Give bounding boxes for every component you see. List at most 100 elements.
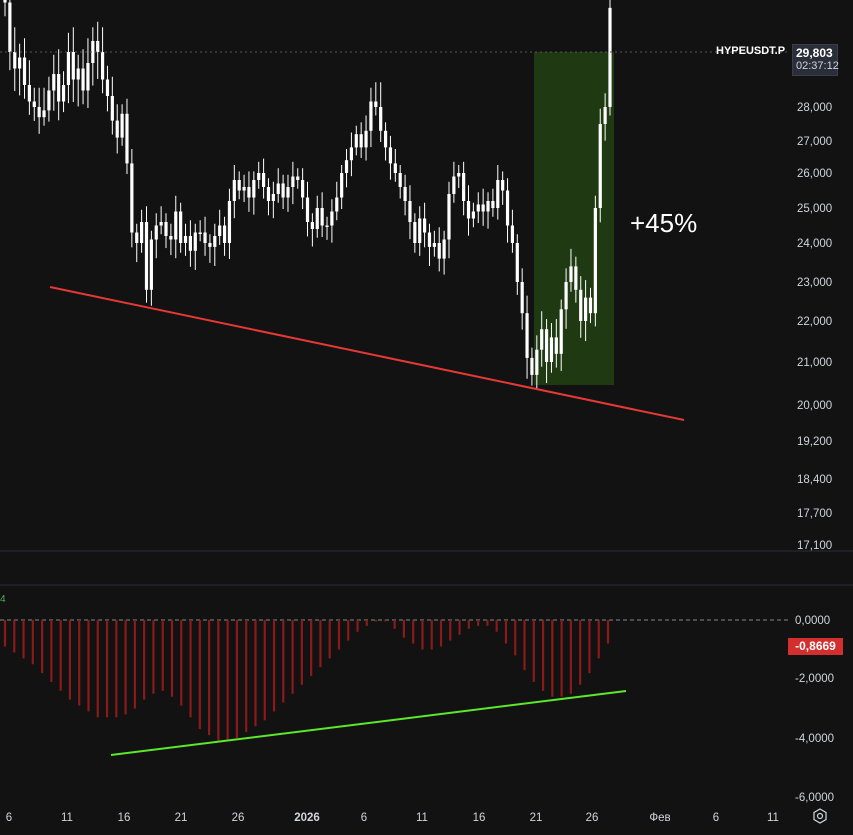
candle-body — [413, 222, 417, 243]
gear-icon[interactable] — [812, 808, 828, 824]
price-tick-label: 19,200 — [797, 436, 832, 448]
gain-annotation: +45% — [630, 208, 698, 238]
oscillator-indicator-fragment: 4 — [0, 594, 6, 605]
candle-body — [296, 176, 300, 180]
candle-body — [476, 204, 480, 212]
price-tick-label: 23,000 — [797, 277, 832, 289]
histogram-bar — [421, 620, 424, 650]
candle-body — [544, 329, 549, 362]
histogram-bar — [217, 620, 220, 741]
candle-body — [437, 243, 441, 259]
time-tick-label: 6 — [361, 812, 367, 824]
histogram-bar — [170, 620, 174, 697]
candle-body — [174, 211, 178, 240]
histogram-bar — [3, 620, 7, 647]
histogram-bar — [272, 620, 276, 712]
candle-body — [125, 113, 129, 164]
histogram-bar — [523, 620, 526, 671]
histogram-bar — [87, 620, 90, 712]
candle-body — [271, 194, 275, 201]
price-tick-label: 27,000 — [797, 136, 832, 148]
candle-body — [213, 236, 217, 247]
oscillator-histogram — [3, 620, 610, 741]
candle-body — [369, 101, 373, 131]
candle-body — [47, 90, 51, 111]
candle-body — [447, 194, 451, 240]
candle-body — [462, 173, 466, 201]
candle-body — [57, 74, 61, 102]
candle-body — [505, 190, 510, 226]
histogram-bar — [430, 620, 433, 650]
candle-body — [120, 113, 124, 138]
price-tick-label: 21,000 — [797, 357, 832, 369]
candle-body — [61, 85, 66, 102]
candle-body — [252, 180, 256, 198]
candle-body — [383, 130, 388, 148]
candle-body — [442, 239, 446, 259]
histogram-bar — [597, 620, 600, 659]
oscillator-tick-label: 0,0000 — [795, 615, 830, 627]
candle-body — [144, 222, 149, 290]
price-tick-label: 18,400 — [797, 474, 832, 486]
histogram-bar — [263, 620, 266, 721]
candle-body — [315, 208, 319, 229]
candle-body — [222, 225, 227, 243]
histogram-bar — [78, 620, 81, 706]
time-tick-label: 16 — [473, 812, 486, 824]
histogram-bar — [319, 620, 322, 668]
histogram-bar — [22, 620, 25, 659]
price-tick-label: 28,000 — [797, 102, 832, 114]
candle-body — [37, 107, 41, 118]
candle-body — [501, 180, 505, 191]
histogram-bar — [152, 620, 155, 694]
histogram-bar — [68, 620, 72, 700]
histogram-bar — [41, 620, 44, 674]
candle-body — [188, 236, 193, 251]
candle-body — [535, 349, 539, 375]
candle-body — [540, 329, 544, 350]
candle-body — [569, 266, 573, 282]
histogram-bar — [365, 620, 368, 626]
histogram-bar — [477, 620, 480, 626]
time-tick-label: 11 — [416, 812, 428, 824]
candle-body — [559, 309, 563, 354]
histogram-bar — [439, 620, 443, 647]
histogram-bar — [198, 620, 201, 730]
candle-body — [379, 107, 383, 131]
price-tick-label: 25,000 — [797, 203, 832, 215]
candle-body — [530, 357, 534, 375]
candle-body — [574, 266, 578, 290]
histogram-bar — [356, 620, 359, 632]
candle-body — [305, 197, 310, 222]
candle-body — [154, 225, 158, 240]
candle-body — [359, 134, 363, 148]
histogram-bar — [514, 620, 517, 656]
candle-body — [130, 163, 134, 233]
histogram-bar — [328, 620, 331, 659]
histogram-bar — [402, 620, 406, 638]
candle-body — [549, 337, 554, 362]
oscillator-tick-label: -4,0000 — [795, 733, 834, 745]
histogram-bar — [96, 620, 99, 718]
price-tick-label: 17,100 — [797, 540, 832, 552]
candle-body — [81, 68, 85, 91]
candle-body — [515, 243, 519, 282]
time-tick-label: 21 — [175, 812, 188, 824]
time-tick-label: 2026 — [294, 812, 320, 824]
candle-body — [266, 187, 271, 201]
candle-body — [52, 74, 56, 91]
candle-body — [164, 222, 168, 236]
candle-body — [427, 232, 432, 247]
time-tick-label: 11 — [767, 812, 779, 824]
candle-body — [198, 232, 202, 234]
histogram-bar — [226, 620, 229, 741]
time-tick-label: 16 — [118, 812, 131, 824]
histogram-bar — [59, 620, 62, 691]
candle-body — [86, 63, 90, 91]
time-tick-label: 6 — [713, 812, 719, 824]
histogram-bar — [207, 620, 211, 736]
candlestick-series — [3, 0, 612, 390]
histogram-bar — [495, 620, 498, 632]
candle-body — [422, 218, 427, 233]
